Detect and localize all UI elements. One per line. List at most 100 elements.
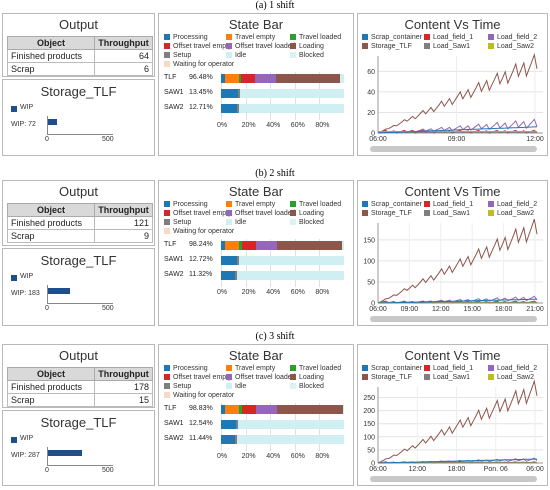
object-cell: Finished products: [7, 216, 95, 230]
state-segment: [255, 74, 276, 83]
wip-axis: [47, 116, 48, 134]
state-segment: [221, 405, 225, 414]
storage-title: Storage_TLF: [40, 415, 117, 430]
content-vs-time-panel: Content Vs Time Scrap_container Load_field…: [357, 344, 548, 486]
table-row: Finished products 121: [7, 216, 153, 230]
x-tick-label: 06:00: [369, 136, 387, 143]
legend-label: Idle: [235, 383, 247, 390]
legend-label: Loading: [299, 374, 324, 381]
throughput-table: Object Throughput Finished products 64 Scrap…: [7, 36, 153, 76]
content-legend-item: Load_Saw2: [488, 374, 534, 381]
legend-swatch: [424, 374, 430, 381]
legend-swatch: [226, 219, 232, 226]
output-panel: Output Object Throughput Finished products 6…: [2, 13, 155, 77]
state-bar-row-pct: 98.24%: [189, 241, 213, 248]
legend-swatch: [290, 43, 296, 50]
legend-label: Load_field_2: [497, 34, 538, 41]
table-row: Scrap 6: [7, 62, 153, 76]
state-legend-item: Idle: [226, 219, 246, 226]
legend-swatch: [488, 201, 494, 208]
state-bar-tick: 0%: [217, 122, 228, 129]
state-bar-panel: State Bar Processing Travel empty Travel lo…: [158, 180, 354, 326]
content-legend-item: Load_Saw2: [488, 210, 534, 217]
legend-swatch: [226, 52, 232, 59]
state-bar-tick: 60%: [290, 453, 305, 460]
state-segment: [234, 271, 237, 280]
content-legend-item: Load_field_1: [424, 34, 473, 41]
state-segment: [224, 241, 240, 250]
content-legend-item: Scrap_container: [362, 34, 422, 41]
content-legend-item: Storage_TLF: [362, 210, 412, 217]
state-bar-row-name: TLF: [164, 74, 177, 81]
x-tick-label: 15:00: [463, 306, 481, 313]
throughput-cell: 9: [94, 229, 153, 243]
legend-label: Waiting for operator: [173, 392, 235, 399]
state-segment: [236, 420, 239, 429]
y-tick-label: 40: [367, 89, 375, 96]
state-segment: [241, 74, 256, 83]
series-storage-tlf: [377, 218, 538, 304]
legend-swatch: [488, 43, 494, 50]
content-legend-item: Load_field_1: [424, 201, 473, 208]
content-chart: 0 20 40 60 06:00 09:00 12:00: [367, 52, 544, 143]
legend-label: Waiting for operator: [173, 228, 235, 235]
legend-label: Processing: [173, 201, 208, 208]
legend-label: Processing: [173, 365, 208, 372]
wip-value-label: WIP: 72: [11, 121, 36, 128]
state-segment: [221, 104, 237, 113]
legend-swatch: [290, 34, 296, 41]
legend-swatch: [164, 61, 170, 68]
legend-swatch: [290, 219, 296, 226]
legend-swatch: [164, 219, 170, 226]
series-scrap-container: [377, 126, 538, 134]
state-legend-item: Idle: [226, 52, 246, 59]
state-legend-item: Travel loaded: [290, 365, 341, 372]
table-row: Scrap 15: [7, 393, 153, 407]
state-bar-track: [221, 435, 344, 444]
legend-label: Blocked: [299, 52, 324, 59]
state-legend-item: Offset travel loaded: [226, 210, 296, 217]
state-legend-item: Offset travel empty: [164, 210, 232, 217]
state-bar-panel: State Bar Processing Travel empty Travel lo…: [158, 13, 354, 156]
state-segment: [237, 89, 240, 98]
time-scrollbar[interactable]: [370, 316, 537, 322]
legend-label: Travel empty: [235, 34, 276, 41]
content-legend-item: Load_Saw1: [424, 374, 470, 381]
y-tick-label: 0: [371, 131, 375, 138]
series-scrap-container: [377, 298, 538, 304]
wip-tick-label: 0: [45, 136, 49, 143]
wip-legend-label: WIP: [20, 273, 34, 280]
column-header: Throughput: [94, 203, 153, 217]
legend-label: Travel empty: [235, 201, 276, 208]
legend-label: Blocked: [299, 219, 324, 226]
legend-label: Travel loaded: [299, 365, 342, 372]
time-scrollbar[interactable]: [370, 146, 537, 152]
time-scrollbar[interactable]: [370, 476, 537, 482]
legend-swatch: [290, 374, 296, 381]
legend-label: Waiting for operator: [173, 61, 235, 68]
wip-tick-label: 500: [102, 136, 114, 143]
legend-label: Load_Saw1: [433, 210, 470, 217]
state-legend-item: Travel loaded: [290, 34, 341, 41]
state-segment: [221, 271, 235, 280]
table-header-row: Object Throughput: [7, 203, 153, 217]
state-legend-item: Processing: [164, 34, 208, 41]
content-legend-item: Load_field_2: [488, 201, 537, 208]
y-tick-label: 250: [363, 395, 375, 402]
legend-label: Travel loaded: [299, 34, 342, 41]
content-chart: 0 50 100 150 200 250 06:00 12:00 18:00 Pon. 06 06:…: [363, 379, 544, 473]
content-legend-item: Storage_TLF: [362, 43, 412, 50]
legend-label: Travel loaded: [299, 201, 342, 208]
state-bar-row-pct: 11.44%: [189, 435, 213, 442]
content-legend-item: Storage_TLF: [362, 374, 412, 381]
wip-legend-swatch: [11, 106, 17, 112]
state-segment: [275, 74, 340, 83]
throughput-table: Object Throughput Finished products 178 Scra…: [7, 367, 153, 407]
section-label: (a) 1 shift: [255, 0, 295, 11]
output-title: Output: [58, 348, 99, 363]
legend-swatch: [164, 34, 170, 41]
content-legend-item: Load_Saw1: [424, 210, 470, 217]
state-legend-item: Idle: [226, 383, 246, 390]
state-bar-tick: 40%: [266, 289, 281, 296]
legend-swatch: [424, 210, 430, 217]
